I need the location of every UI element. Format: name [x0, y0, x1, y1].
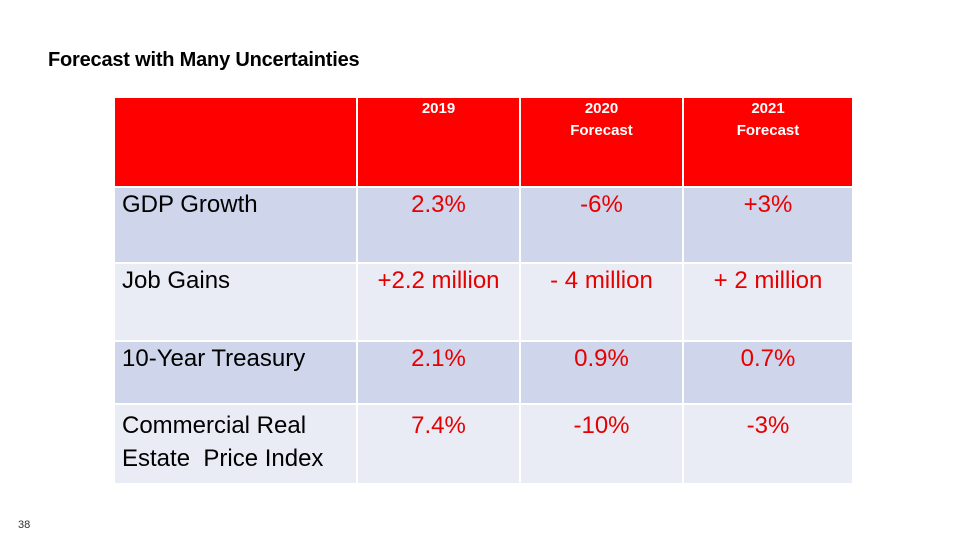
forecast-table: 2019 2020 Forecast 2021 Forecast GDP Gro… — [113, 96, 854, 485]
value-cell-2020: 0.9% — [519, 340, 684, 405]
header-year: 2019 — [421, 100, 456, 117]
table-row-job-gains: Job Gains +2.2 million - 4 million + 2 m… — [113, 262, 854, 342]
table-row-10-year-treasury: 10-Year Treasury 2.1% 0.9% 0.7% — [113, 340, 854, 405]
header-year: 2021 — [751, 100, 785, 117]
row-label: 10-Year Treasury — [113, 340, 358, 405]
value-cell-2021: 0.7% — [682, 340, 854, 405]
value-cell-2019: +2.2 million — [356, 262, 521, 342]
row-label: GDP Growth — [113, 186, 358, 264]
row-label: Commercial Real Estate Price Index — [113, 403, 358, 485]
value-cell-2020: - 4 million — [519, 262, 684, 342]
header-year: 2020 — [584, 100, 619, 117]
value-cell-2019: 2.3% — [356, 186, 521, 264]
value-cell-2021: -3% — [682, 403, 854, 485]
slide-number: 38 — [18, 519, 31, 531]
header-cell-2020: 2020 Forecast — [519, 96, 684, 188]
table-row-commercial-real-estate: Commercial Real Estate Price Index 7.4% … — [113, 403, 854, 485]
row-label: Job Gains — [113, 262, 358, 342]
value-cell-2020: -10% — [519, 403, 684, 485]
header-subtitle: Forecast — [736, 122, 800, 139]
table-header-row: 2019 2020 Forecast 2021 Forecast — [113, 96, 854, 188]
header-subtitle: Forecast — [570, 122, 633, 139]
value-cell-2020: -6% — [519, 186, 684, 264]
value-cell-2021: + 2 million — [682, 262, 854, 342]
value-cell-2019: 2.1% — [356, 340, 521, 405]
value-cell-2021: +3% — [682, 186, 854, 264]
header-cell-2019: 2019 — [356, 96, 521, 188]
header-cell-2021: 2021 Forecast — [682, 96, 854, 188]
table-row-gdp-growth: GDP Growth 2.3% -6% +3% — [113, 186, 854, 264]
header-cell-empty — [113, 96, 358, 188]
value-cell-2019: 7.4% — [356, 403, 521, 485]
slide-title: Forecast with Many Uncertainties — [48, 49, 360, 71]
